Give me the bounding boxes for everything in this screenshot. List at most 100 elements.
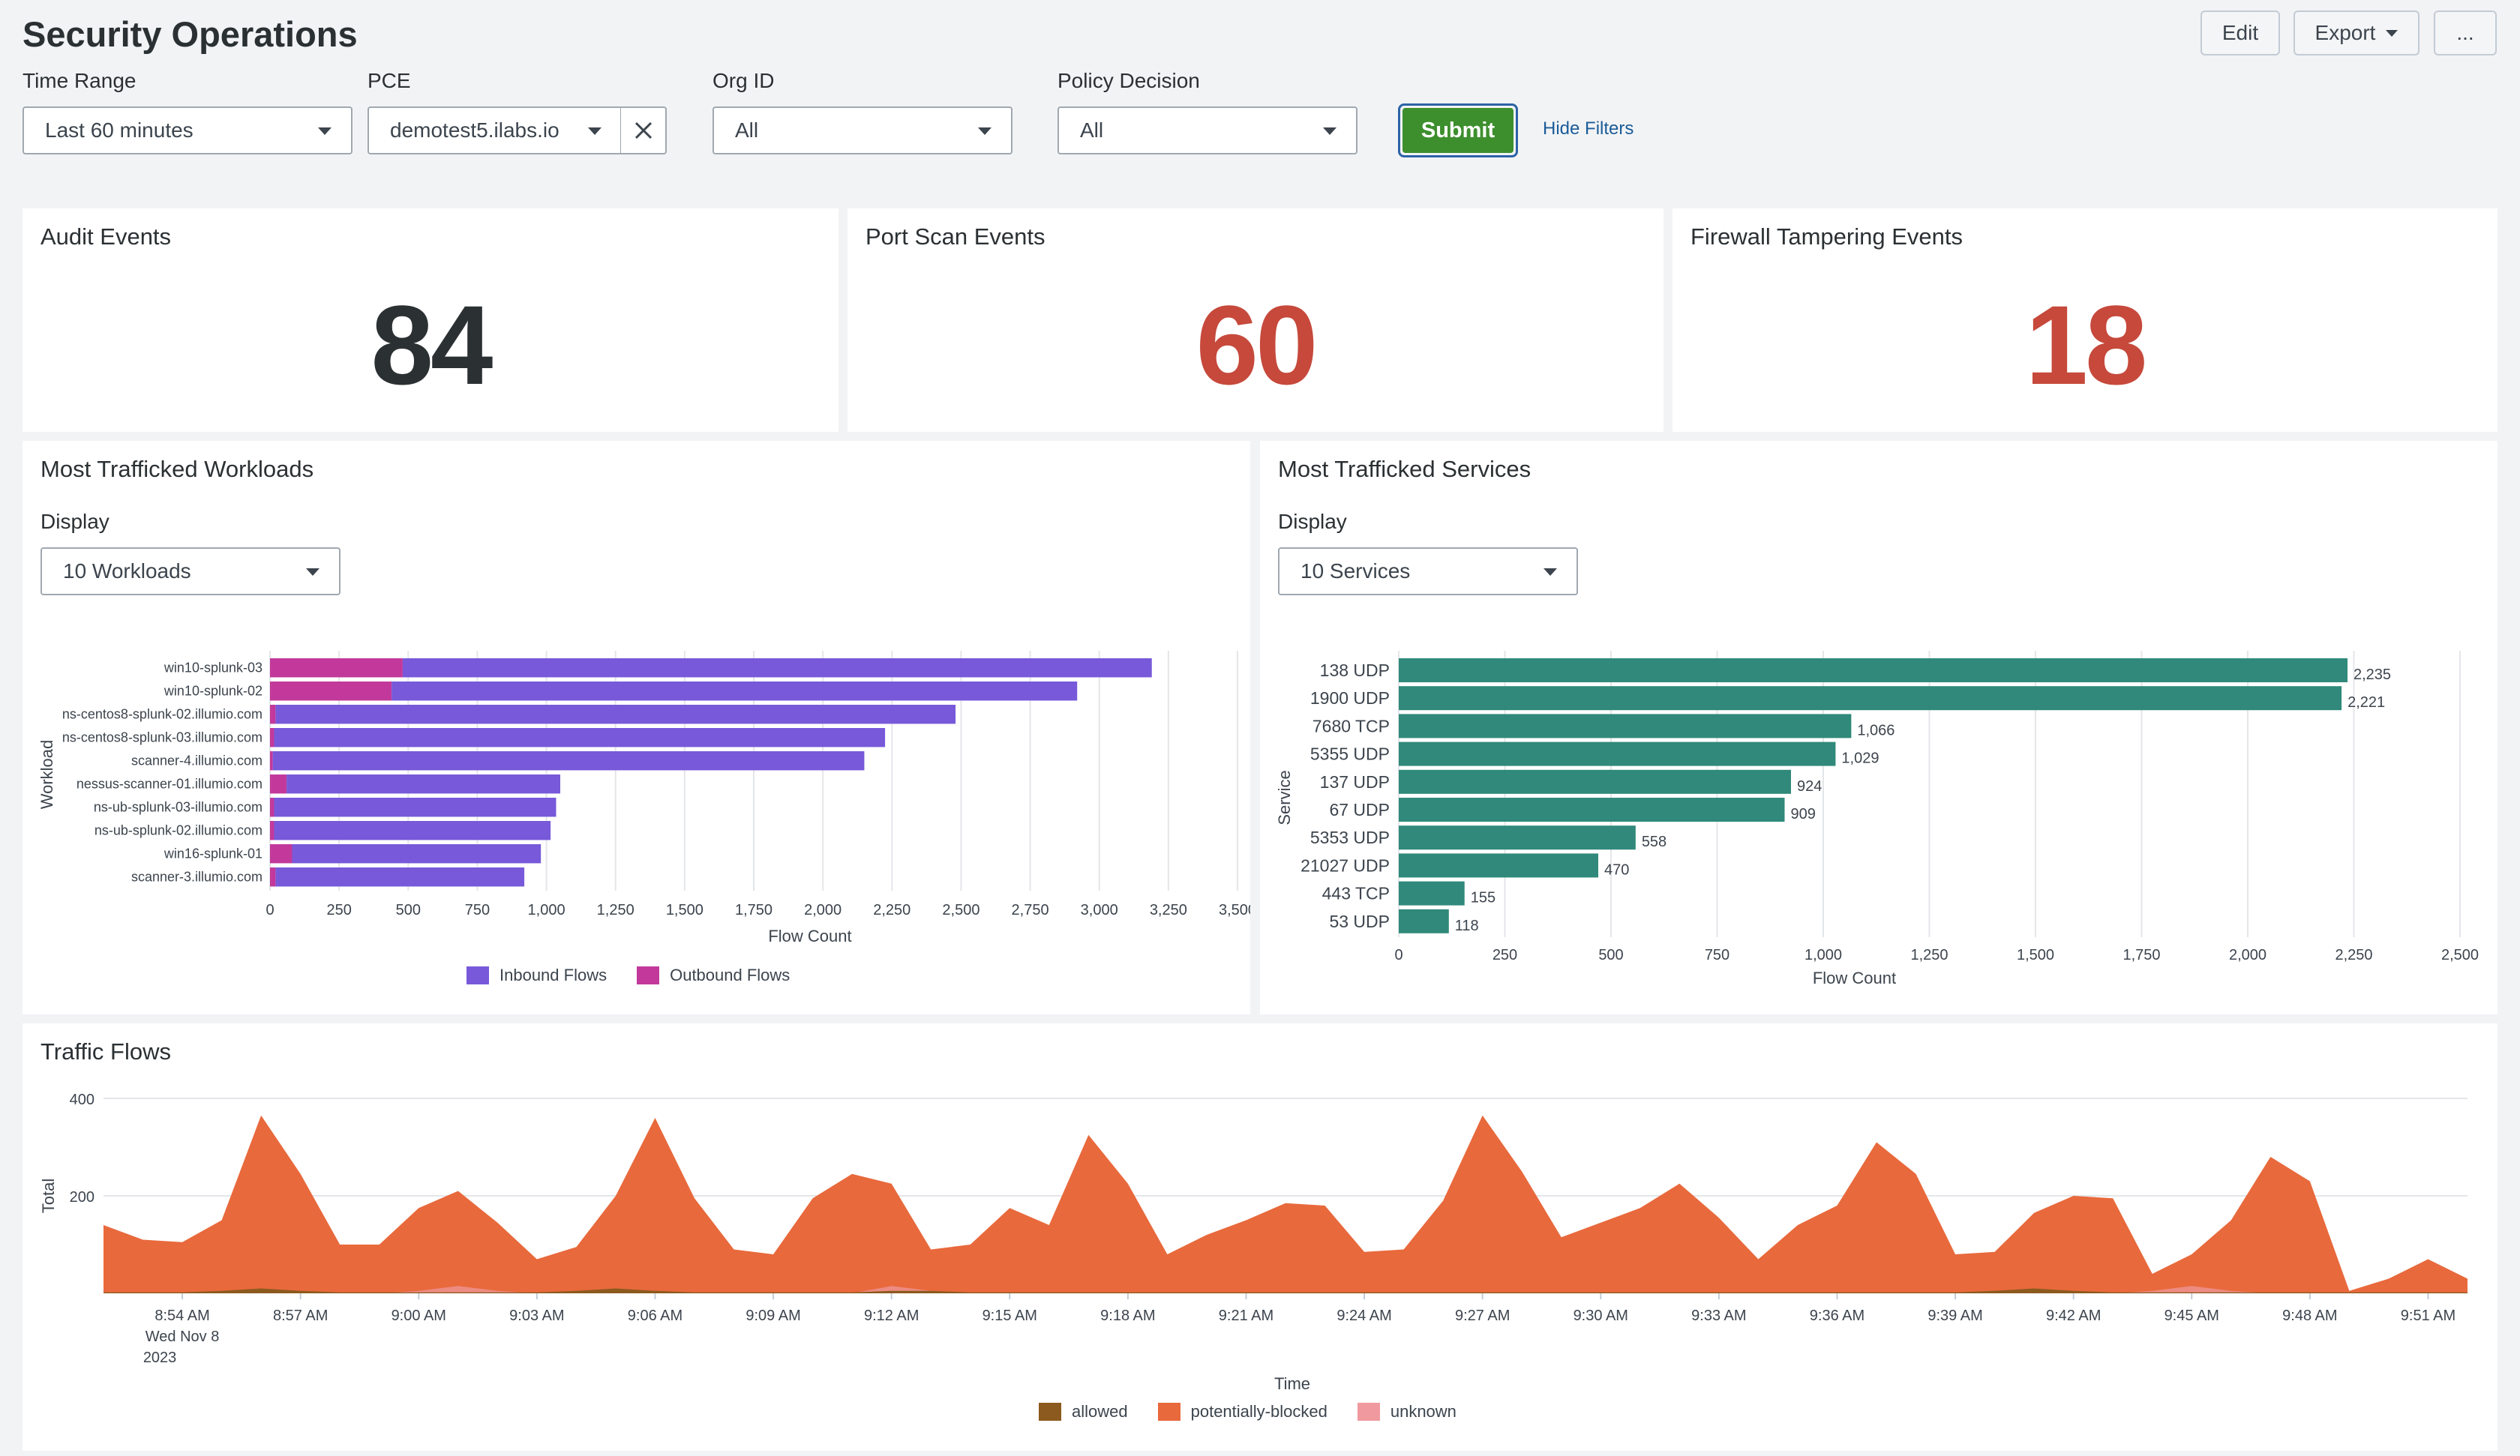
chevron-down-icon [318, 127, 332, 135]
services-display-value: 10 Services [1300, 559, 1411, 583]
service-bar [1399, 714, 1852, 738]
service-bar [1399, 658, 2348, 682]
y-axis-title: Service [1275, 770, 1294, 825]
audit-events-value: 84 [370, 282, 494, 408]
workloads-legend: Inbound Flows Outbound Flows [466, 966, 790, 985]
policy-decision-value: All [1080, 118, 1104, 142]
edit-button[interactable]: Edit [2200, 10, 2280, 55]
pce-label: PCE [368, 69, 411, 92]
chevron-down-icon [978, 127, 992, 135]
x-tick-label: 9:42 AM [2046, 1308, 2101, 1324]
export-button[interactable]: Export [2294, 10, 2420, 55]
legend-inbound: Inbound Flows [500, 966, 608, 984]
workloads-display-select[interactable]: 10 Workloads [40, 547, 340, 595]
traffic-area-chart: 200 400 8:54 AM 8:57 AM 9:00 AM 9:03 AM 9:06 A… [39, 1092, 2468, 1393]
inbound-bar [272, 751, 865, 771]
workloads-bar-chart: 0 250 500 750 1,000 1,250 1,500 1,750 2,000 2,250… [38, 651, 1250, 945]
x-tick-label: 3,250 [1150, 902, 1187, 918]
outbound-bar [270, 728, 274, 747]
x-tick-label: 9:39 AM [1928, 1308, 1982, 1324]
traffic-legend: allowed potentially-blocked unknown [1039, 1402, 1456, 1422]
data-label: 1,066 [1857, 722, 1894, 738]
chevron-down-icon [1323, 127, 1336, 135]
legend-allowed: allowed [1072, 1402, 1128, 1421]
service-bar [1399, 825, 1636, 850]
hide-filters-link[interactable]: Hide Filters [1543, 118, 1634, 139]
x-tick-label: 9:24 AM [1336, 1308, 1391, 1324]
workloads-panel: Most Trafficked Workloads Display 10 Wor… [22, 441, 1250, 1014]
org-id-select[interactable]: All [712, 106, 1012, 154]
x-tick-label: 2,000 [804, 902, 842, 918]
audit-events-title: Audit Events [40, 223, 172, 250]
y-tick-label: ns-centos8-splunk-02.illumio.com [62, 707, 262, 722]
x-tick-label: 1,750 [735, 902, 772, 918]
policy-decision-label: Policy Decision [1058, 69, 1200, 92]
y-tick-label: scanner-3.illumio.com [131, 870, 262, 885]
services-panel: Most Trafficked Services Display 10 Serv… [1260, 441, 2498, 1014]
outbound-bar [270, 867, 276, 887]
services-display-select[interactable]: 10 Services [1278, 547, 1578, 595]
submit-button[interactable]: Submit [1398, 103, 1518, 157]
service-bar [1399, 686, 2342, 711]
x-tick-label: 0 [1394, 947, 1402, 963]
outbound-bar [270, 798, 274, 817]
chevron-down-icon [306, 568, 320, 576]
y-tick-label: 137 UDP [1320, 772, 1390, 792]
submit-label: Submit [1402, 108, 1514, 153]
x-tick-date: Wed Nov 8 [146, 1329, 220, 1345]
pce-select[interactable]: demotest5.ilabs.io [368, 106, 622, 154]
allowed-swatch [1039, 1403, 1061, 1421]
inbound-bar [274, 821, 551, 840]
x-tick-label: 9:18 AM [1100, 1308, 1155, 1324]
service-bar [1399, 881, 1465, 906]
services-display-label: Display [1278, 510, 1347, 533]
x-axis-title: Flow Count [768, 927, 851, 945]
data-label: 470 [1604, 861, 1629, 878]
workloads-display-label: Display [40, 510, 110, 533]
inbound-bar [275, 705, 956, 724]
firewall-tampering-title: Firewall Tampering Events [1690, 223, 1963, 250]
clear-pce-button[interactable] [620, 106, 667, 154]
page-title: Security Operations [22, 14, 358, 54]
outbound-bar [270, 682, 392, 701]
time-range-select[interactable]: Last 60 minutes [22, 106, 352, 154]
inbound-bar [286, 774, 560, 794]
x-tick-label: 2,250 [2335, 947, 2372, 963]
x-tick-label: 1,750 [2122, 947, 2160, 963]
x-tick-label: 2,750 [1012, 902, 1049, 918]
x-tick-label: 1,500 [666, 902, 704, 918]
y-tick-label: 138 UDP [1320, 661, 1390, 680]
y-tick-label: 1900 UDP [1310, 688, 1390, 708]
outbound-bar [270, 774, 287, 794]
inbound-bar [402, 658, 1152, 678]
x-tick-label: 9:00 AM [392, 1308, 446, 1324]
policy-decision-select[interactable]: All [1058, 106, 1358, 154]
x-tick-label: 9:51 AM [2401, 1308, 2456, 1324]
legend-potentially-blocked: potentially-blocked [1190, 1402, 1328, 1421]
data-label: 924 [1797, 778, 1822, 795]
service-bar [1399, 769, 1791, 794]
service-bar [1399, 853, 1599, 878]
x-tick-label: 750 [1705, 947, 1730, 963]
y-tick-label: ns-centos8-splunk-03.illumio.com [62, 730, 262, 745]
x-tick-label: 9:45 AM [2164, 1308, 2219, 1324]
x-tick-label: 500 [1598, 947, 1623, 963]
inbound-bar [275, 867, 525, 887]
data-label: 558 [1642, 834, 1666, 850]
y-tick-label: ns-ub-splunk-03-illumio.com [94, 800, 262, 815]
x-tick-label: 9:12 AM [864, 1308, 919, 1324]
x-tick-label: 9:30 AM [1574, 1308, 1628, 1324]
data-label: 2,235 [2354, 667, 2391, 683]
y-tick-label: 53 UDP [1329, 912, 1390, 931]
x-tick-label: 1,250 [597, 902, 634, 918]
data-label: 155 [1471, 890, 1496, 906]
chevron-down-icon [2386, 29, 2398, 37]
legend-unknown: unknown [1390, 1402, 1456, 1421]
y-tick-label: scanner-4.illumio.com [131, 753, 262, 768]
x-tick-label: 8:54 AM [154, 1308, 209, 1324]
x-tick-label: 1,000 [1804, 947, 1842, 963]
more-options-button[interactable]: ... [2434, 10, 2497, 55]
inbound-bar [274, 798, 556, 817]
x-tick-label: 9:15 AM [982, 1308, 1037, 1324]
y-tick-label: 200 [70, 1189, 94, 1206]
